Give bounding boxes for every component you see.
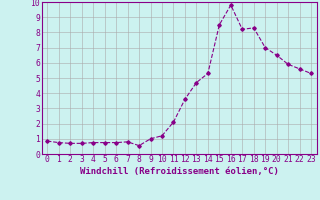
X-axis label: Windchill (Refroidissement éolien,°C): Windchill (Refroidissement éolien,°C)	[80, 167, 279, 176]
